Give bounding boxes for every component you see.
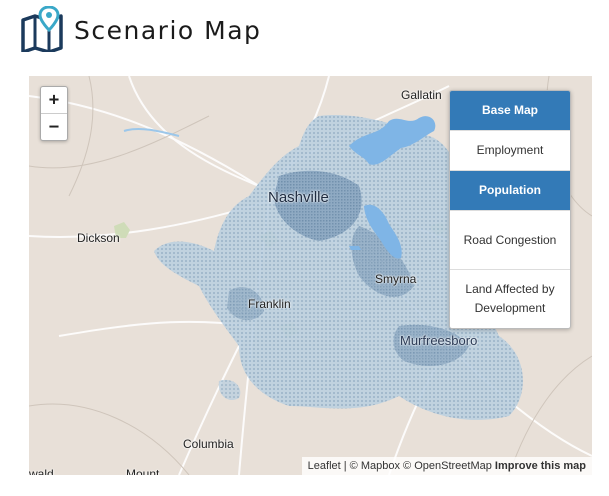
zoom-control: + − [40,86,68,141]
layer-land-affected-button[interactable]: Land Affected by Development [450,269,570,328]
label-smyrna: Smyrna [375,272,417,286]
mapbox-link[interactable]: Mapbox [360,460,400,472]
layer-employment-button[interactable]: Employment [450,130,570,170]
map-pin-icon [21,6,63,52]
label-gallatin: Gallatin [401,88,442,102]
app-header: Scenario Map [0,0,609,64]
map-canvas[interactable]: Gallatin Nashville Dickson Smyrna Frankl… [29,76,592,475]
attribution-separator-2: © [399,460,415,472]
label-mount: Mount [126,467,160,475]
improve-map-link[interactable]: Improve this map [494,460,586,472]
label-columbia: Columbia [183,437,234,451]
label-nashville: Nashville [268,189,329,206]
layer-population-button[interactable]: Population [450,170,570,210]
layer-panel: Base Map Employment Population Road Cong… [449,90,571,329]
label-ewald: wald [29,467,54,475]
map-attribution: Leaflet | © Mapbox © OpenStreetMap Impro… [301,457,592,475]
zoom-out-button[interactable]: − [41,113,67,140]
label-franklin: Franklin [248,297,291,311]
label-dickson: Dickson [77,231,120,245]
app-title: Scenario Map [74,16,262,45]
zoom-in-button[interactable]: + [48,90,60,110]
layer-base-map-button[interactable]: Base Map [450,91,570,130]
label-murfreesboro: Murfreesboro [400,333,478,348]
map-tiles[interactable] [29,76,592,475]
leaflet-link[interactable]: Leaflet [307,460,341,472]
attribution-separator: | © [340,460,361,472]
openstreetmap-link[interactable]: OpenStreetMap [414,460,492,472]
layer-road-congestion-button[interactable]: Road Congestion [450,210,570,269]
